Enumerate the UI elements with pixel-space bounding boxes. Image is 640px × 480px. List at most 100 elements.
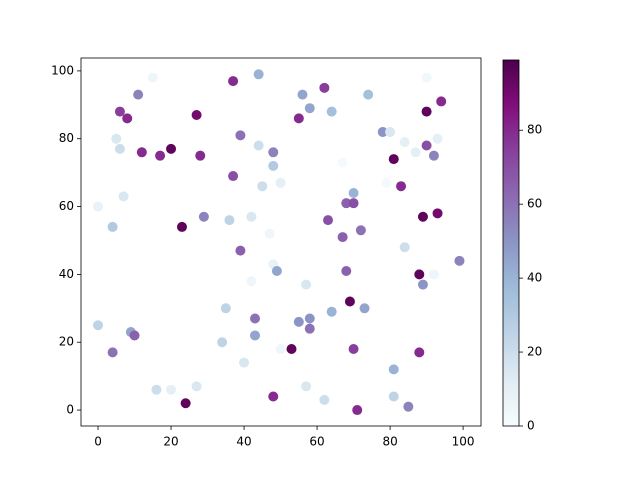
point <box>344 296 355 307</box>
point <box>352 405 363 416</box>
point <box>275 344 286 355</box>
point <box>436 96 447 107</box>
point <box>176 221 187 232</box>
point <box>198 211 209 222</box>
y-tick-label: 60 <box>59 199 74 213</box>
y-tick-label: 0 <box>66 403 74 417</box>
point <box>326 106 337 117</box>
point <box>264 228 275 239</box>
point <box>414 269 425 280</box>
point <box>385 126 396 137</box>
colorbar <box>502 59 520 427</box>
point <box>257 181 268 192</box>
point <box>253 140 264 151</box>
point <box>93 320 104 331</box>
point <box>114 106 125 117</box>
point <box>136 147 147 158</box>
point <box>388 154 399 165</box>
x-tick-label: 40 <box>236 435 251 449</box>
point <box>417 279 428 290</box>
point <box>304 313 315 324</box>
x-tick-label: 100 <box>452 435 475 449</box>
point <box>363 89 374 100</box>
x-tick-label: 60 <box>309 435 324 449</box>
point <box>432 208 443 219</box>
point <box>421 72 432 83</box>
point <box>359 303 370 314</box>
point <box>414 347 425 358</box>
point <box>271 265 282 276</box>
y-tick-label: 40 <box>59 267 74 281</box>
point <box>166 143 177 154</box>
point <box>396 181 407 192</box>
point <box>428 269 439 280</box>
point <box>323 215 334 226</box>
point <box>432 133 443 144</box>
point <box>195 150 206 161</box>
point <box>293 316 304 327</box>
colorbar-tick-label: 20 <box>527 345 542 359</box>
point <box>217 337 228 348</box>
point <box>239 357 250 368</box>
point <box>348 344 359 355</box>
point <box>268 160 279 171</box>
point <box>155 150 166 161</box>
y-tick-label: 20 <box>59 335 74 349</box>
point <box>286 344 297 355</box>
point <box>337 232 348 243</box>
point <box>191 109 202 120</box>
point <box>235 130 246 141</box>
point <box>111 133 122 144</box>
point <box>107 347 118 358</box>
point <box>421 140 432 151</box>
point <box>275 177 286 188</box>
point <box>151 384 162 395</box>
point <box>220 303 231 314</box>
point <box>417 211 428 222</box>
point <box>301 279 312 290</box>
point <box>341 198 352 209</box>
point <box>319 82 330 93</box>
point <box>250 313 261 324</box>
colorbar-tick-label: 0 <box>527 419 535 433</box>
point <box>250 330 261 341</box>
colorbar-tick-label: 40 <box>527 271 542 285</box>
point <box>93 201 104 212</box>
colorbar-tick-label: 80 <box>527 123 542 137</box>
point <box>348 198 359 209</box>
point <box>180 398 191 409</box>
point <box>268 391 279 402</box>
point <box>268 147 279 158</box>
point <box>235 245 246 256</box>
plot-frame <box>80 57 482 427</box>
point <box>246 211 257 222</box>
point <box>410 147 421 158</box>
point <box>133 89 144 100</box>
point <box>114 143 125 154</box>
y-tick-label: 80 <box>59 131 74 145</box>
point <box>297 89 308 100</box>
point <box>428 150 439 161</box>
point <box>107 221 118 232</box>
point <box>246 276 257 287</box>
point <box>191 381 202 392</box>
point <box>337 157 348 168</box>
point <box>122 113 133 124</box>
point <box>388 364 399 375</box>
point <box>454 255 465 266</box>
point <box>341 265 352 276</box>
point <box>228 76 239 87</box>
point <box>224 215 235 226</box>
point <box>253 69 264 80</box>
colorbar-tick-label: 60 <box>527 197 542 211</box>
x-tick-label: 80 <box>382 435 397 449</box>
point <box>228 171 239 182</box>
point <box>118 191 129 202</box>
x-tick-label: 20 <box>163 435 178 449</box>
point <box>399 242 410 253</box>
point <box>348 187 359 198</box>
point <box>355 225 366 236</box>
point <box>301 381 312 392</box>
point <box>304 103 315 114</box>
